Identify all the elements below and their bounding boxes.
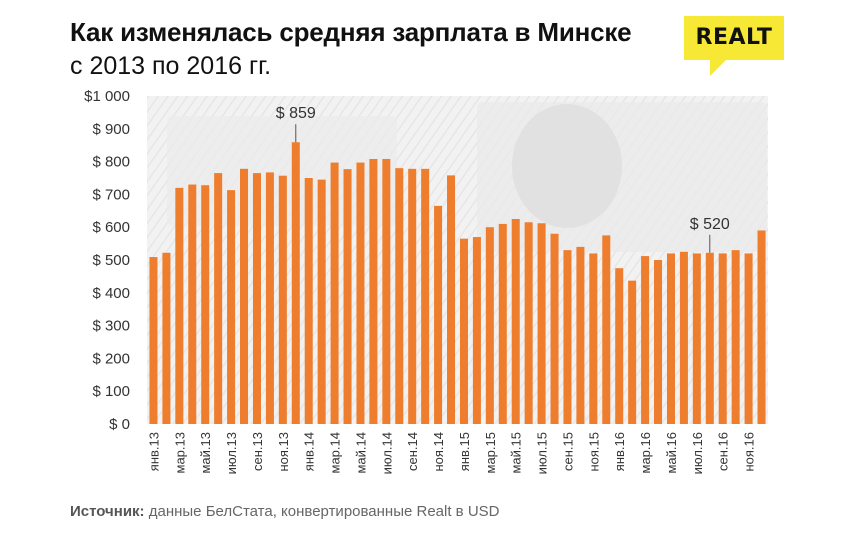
x-tick-label: май.15 xyxy=(509,432,524,474)
bar-мар.15 xyxy=(485,227,494,424)
bar-фев.16 xyxy=(628,280,637,424)
bar-мар.14 xyxy=(330,162,339,424)
x-tick-label: янв.13 xyxy=(146,432,161,471)
bar-мар.16 xyxy=(641,256,650,424)
bar-сен.16 xyxy=(718,253,727,424)
x-tick-label: мар.15 xyxy=(483,432,498,473)
bar-май.14 xyxy=(356,162,365,424)
bar-сен.15 xyxy=(563,250,572,424)
x-tick-label: июл.15 xyxy=(535,432,550,474)
x-tick-label: янв.14 xyxy=(302,432,317,471)
bar-окт.14 xyxy=(421,168,430,424)
source-label: Источник: xyxy=(70,503,145,520)
bar-янв.13 xyxy=(149,257,158,424)
x-tick-label: мар.16 xyxy=(638,432,653,473)
y-tick-label: $ 600 xyxy=(92,219,130,236)
bar-фев.14 xyxy=(317,179,326,424)
chart-subtitle: с 2013 по 2016 гг. xyxy=(70,52,272,80)
bar-окт.13 xyxy=(265,172,274,424)
x-tick-label: май.14 xyxy=(353,432,368,474)
x-tick-label: ноя.15 xyxy=(586,432,601,472)
bar-дек.15 xyxy=(602,235,611,424)
bar-авг.13 xyxy=(240,168,249,424)
bar-окт.15 xyxy=(576,246,585,424)
bar-июл.15 xyxy=(537,223,546,424)
bar-апр.13 xyxy=(188,184,197,424)
x-tick-label: ноя.13 xyxy=(276,432,291,472)
source-text: данные БелСтата, конвертированные Realt … xyxy=(148,503,500,520)
y-tick-label: $1 000 xyxy=(84,88,130,105)
callout-label: $ 859 xyxy=(276,105,316,122)
bar-май.16 xyxy=(666,253,675,424)
logo-badge-icon xyxy=(684,16,784,76)
bar-ноя.13 xyxy=(278,175,287,424)
bar-июн.15 xyxy=(524,222,533,424)
x-tick-label: мар.13 xyxy=(172,432,187,473)
y-tick-label: $ 500 xyxy=(92,252,130,269)
bar-ноя.16 xyxy=(744,253,753,424)
bar-сен.13 xyxy=(252,173,261,424)
bar-апр.16 xyxy=(654,260,663,424)
bar-авг.14 xyxy=(395,168,404,424)
bar-июн.13 xyxy=(214,173,223,424)
x-tick-label: май.16 xyxy=(664,432,679,474)
banknote-background xyxy=(147,96,768,424)
bar-май.15 xyxy=(511,219,520,424)
y-tick-label: $ 0 xyxy=(109,416,130,433)
y-tick-label: $ 700 xyxy=(92,186,130,203)
x-tick-label: сен.14 xyxy=(405,432,420,471)
x-tick-label: сен.16 xyxy=(716,432,731,471)
bar-дек.14 xyxy=(447,175,456,424)
y-tick-label: $ 100 xyxy=(92,383,130,400)
bar-май.13 xyxy=(201,185,210,424)
realt-logo: REALT xyxy=(684,16,784,78)
x-tick-label: сен.15 xyxy=(560,432,575,471)
bar-июл.16 xyxy=(692,253,701,424)
y-tick-label: $ 800 xyxy=(92,154,130,171)
bar-ноя.15 xyxy=(589,253,598,424)
x-tick-label: июл.14 xyxy=(379,432,394,474)
bar-июл.14 xyxy=(382,158,391,425)
bar-янв.15 xyxy=(459,238,468,424)
y-tick-label: $ 900 xyxy=(92,121,130,138)
x-tick-label: мар.14 xyxy=(328,432,343,473)
bar-янв.16 xyxy=(615,268,624,424)
chart-title: Как изменялась средняя зарплата в Минске xyxy=(70,17,632,47)
bar-окт.16 xyxy=(731,250,740,424)
bar-мар.13 xyxy=(175,187,184,424)
x-tick-label: июл.13 xyxy=(224,432,239,474)
bar-июл.13 xyxy=(227,190,236,424)
x-tick-label: ноя.16 xyxy=(742,432,757,472)
x-tick-label: май.13 xyxy=(198,432,213,474)
source-note: Источник: данные БелСтата, конвертирован… xyxy=(70,503,500,520)
x-tick-label: янв.16 xyxy=(612,432,627,471)
bar-дек.16 xyxy=(757,230,766,424)
x-tick-label: янв.15 xyxy=(457,432,472,471)
bar-дек.13 xyxy=(291,142,300,424)
bar-янв.14 xyxy=(304,178,313,424)
bar-авг.15 xyxy=(550,233,559,424)
banknote-shape xyxy=(167,116,397,226)
logo-text: REALT xyxy=(695,25,773,50)
x-tick-label: ноя.14 xyxy=(431,432,446,472)
x-tick-label: сен.13 xyxy=(250,432,265,471)
x-tick-label: июл.16 xyxy=(690,432,705,474)
bar-июн.14 xyxy=(369,158,378,425)
bar-апр.15 xyxy=(498,223,507,424)
bar-сен.14 xyxy=(408,168,417,424)
callout-label: $ 520 xyxy=(690,216,730,233)
bar-июн.16 xyxy=(679,251,688,424)
bar-авг.16 xyxy=(705,252,714,424)
y-tick-label: $ 400 xyxy=(92,285,130,302)
bar-апр.14 xyxy=(343,169,352,424)
bar-фев.13 xyxy=(162,252,171,424)
bar-ноя.14 xyxy=(434,205,443,424)
portrait-shape xyxy=(512,104,622,228)
bar-фев.15 xyxy=(472,237,481,424)
y-tick-label: $ 300 xyxy=(92,318,130,335)
y-tick-label: $ 200 xyxy=(92,350,130,367)
